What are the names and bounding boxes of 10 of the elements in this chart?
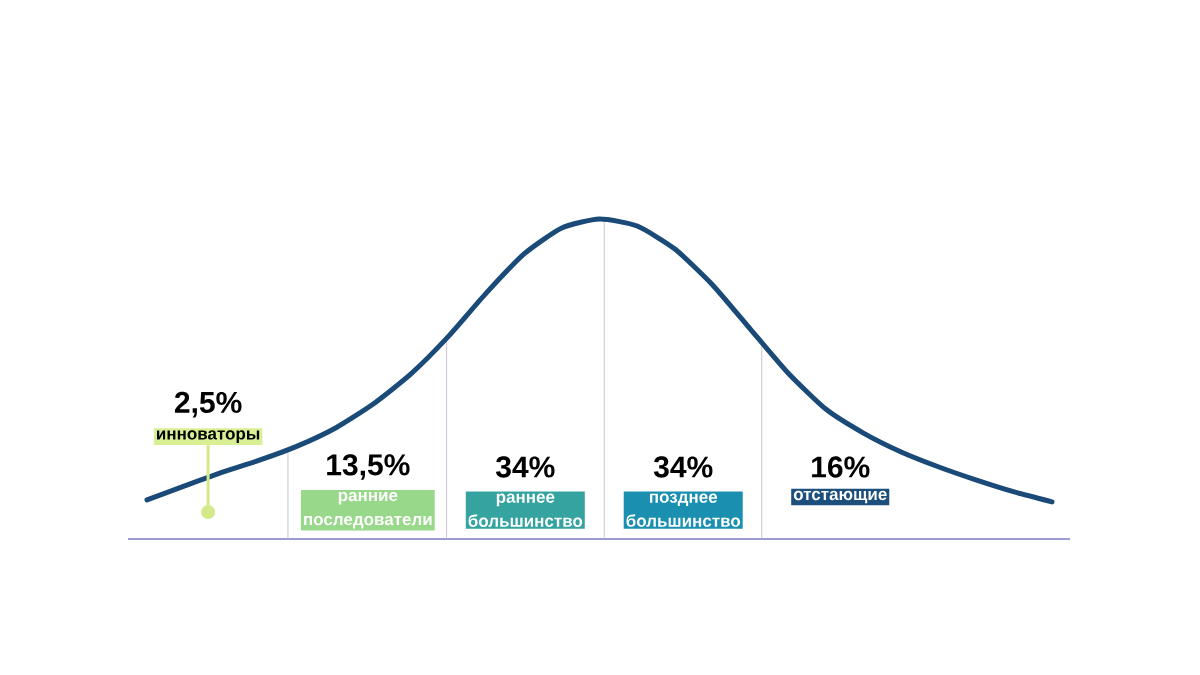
annotation: 13,5%	[327, 454, 410, 480]
annotation: 34%	[653, 456, 713, 478]
annotation: раннее большинство	[468, 493, 583, 527]
annotation: отстающие	[793, 490, 887, 504]
annotation: инноваторы	[157, 430, 260, 443]
annotation: 16%	[812, 456, 870, 478]
annotation: позднее большинство	[626, 493, 741, 527]
annotation: ранние последователи	[304, 491, 432, 529]
annotation: 2,5%	[174, 391, 242, 418]
annotation: 34%	[495, 456, 555, 478]
